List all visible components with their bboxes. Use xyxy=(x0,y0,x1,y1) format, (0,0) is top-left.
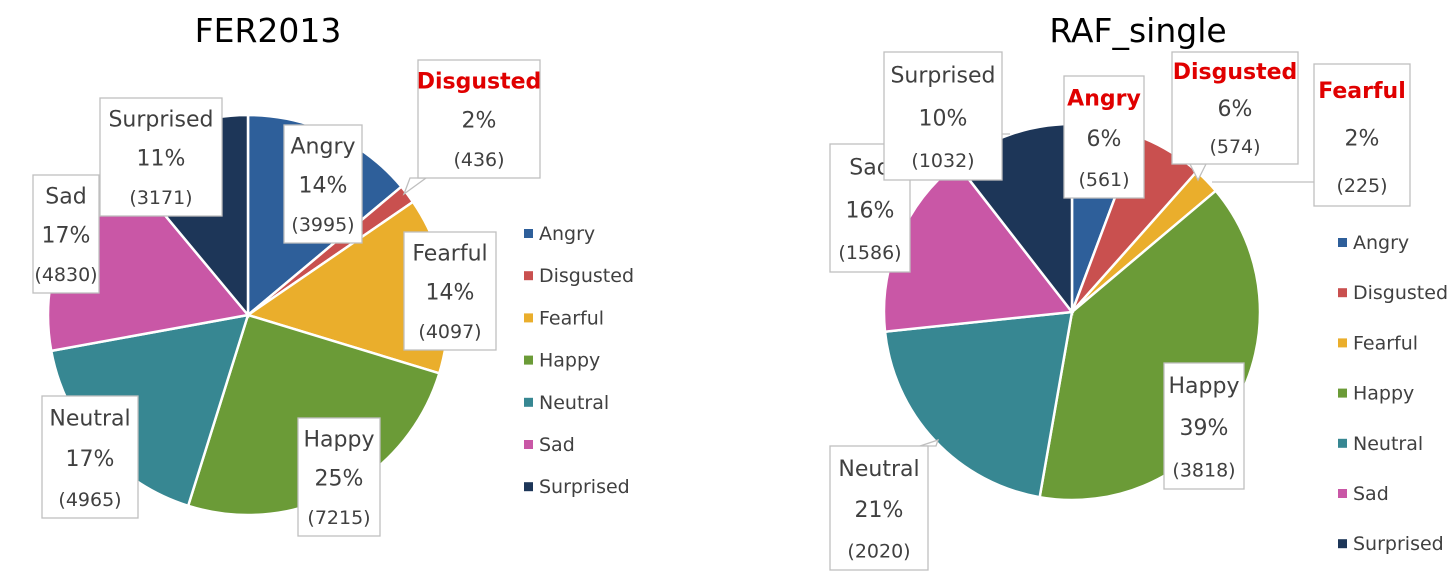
data-label-name-raf-single-fearful: Fearful xyxy=(1318,79,1406,104)
legend-swatch-raf-single-happy xyxy=(1338,388,1347,398)
data-label-count-raf-single-fearful: (225) xyxy=(1336,175,1387,197)
legend-swatch-fer2013-neutral xyxy=(524,397,533,407)
legend-label-fer2013-surprised: Surprised xyxy=(539,476,630,498)
legend-label-raf-single-happy: Happy xyxy=(1353,383,1414,405)
legend-label-raf-single-disgusted: Disgusted xyxy=(1353,282,1448,304)
legend-swatch-fer2013-fearful xyxy=(524,313,533,323)
legend-label-raf-single-angry: Angry xyxy=(1353,232,1409,254)
data-label-count-fer2013-sad: (4830) xyxy=(34,264,97,286)
callout-box-fer2013-neutral xyxy=(41,395,139,519)
chart-title-raf-single: RAF_single xyxy=(1049,11,1226,50)
data-label-count-fer2013-happy: (7215) xyxy=(307,507,370,529)
pie-chart-raf-single: Angry 6% (561) Disgusted 6% (574) Fearful 2% (22… xyxy=(829,51,1448,571)
callout-box-raf-single-angry xyxy=(1063,75,1145,199)
callout-pointer-raf-single-neutral xyxy=(919,438,940,447)
legend-swatch-raf-single-fearful xyxy=(1338,338,1347,348)
data-label-count-fer2013-fearful: (4097) xyxy=(418,321,481,343)
legend-swatch-raf-single-disgusted xyxy=(1338,288,1347,298)
data-label-name-fer2013-neutral: Neutral xyxy=(49,406,130,431)
callout-pointer-fer2013-disgusted xyxy=(402,177,428,196)
legend-label-fer2013-sad: Sad xyxy=(539,434,575,456)
callout-box-fer2013-angry xyxy=(283,124,363,244)
callout-box-raf-single-surprised xyxy=(883,51,1003,181)
legend-label-raf-single-surprised: Surprised xyxy=(1353,533,1444,555)
legend-swatch-raf-single-sad xyxy=(1338,489,1347,498)
data-label-name-raf-single-surprised: Surprised xyxy=(890,64,995,89)
data-label-percent-raf-single-surprised: 10% xyxy=(919,106,968,131)
data-label-name-fer2013-sad: Sad xyxy=(45,184,86,209)
legend-label-raf-single-neutral: Neutral xyxy=(1353,433,1423,455)
legend-label-fer2013-disgusted: Disgusted xyxy=(539,265,634,287)
legend-label-fer2013-fearful: Fearful xyxy=(539,307,604,329)
legend-swatch-fer2013-happy xyxy=(524,355,533,365)
legend-swatch-fer2013-angry xyxy=(524,229,533,238)
legend-swatch-fer2013-disgusted xyxy=(524,271,533,281)
data-label-percent-fer2013-angry: 14% xyxy=(299,174,348,199)
data-label-percent-raf-single-happy: 39% xyxy=(1180,416,1229,441)
data-label-count-raf-single-angry: (561) xyxy=(1078,169,1129,191)
data-label-count-fer2013-disgusted: (436) xyxy=(453,149,504,171)
data-label-name-raf-single-angry: Angry xyxy=(1067,86,1141,111)
data-label-name-fer2013-surprised: Surprised xyxy=(108,107,213,132)
data-label-name-raf-single-neutral: Neutral xyxy=(838,457,919,482)
legend-swatch-raf-single-angry xyxy=(1338,238,1347,247)
legend-label-fer2013-neutral: Neutral xyxy=(539,392,609,414)
callout-box-raf-single-happy xyxy=(1163,362,1245,490)
legend-swatch-fer2013-sad xyxy=(524,440,533,449)
data-label-percent-raf-single-disgusted: 6% xyxy=(1218,97,1253,122)
data-label-name-fer2013-angry: Angry xyxy=(290,134,355,159)
pie-chart-fer2013: Angry 14% (3995) Disgusted 2% (436) Fearful 14%… xyxy=(32,59,634,537)
callout-box-fer2013-disgusted xyxy=(417,59,541,179)
legend-label-raf-single-fearful: Fearful xyxy=(1353,332,1418,354)
data-label-count-fer2013-angry: (3995) xyxy=(291,214,354,236)
callout-box-fer2013-sad xyxy=(32,174,100,294)
data-label-name-fer2013-happy: Happy xyxy=(304,427,375,452)
data-label-percent-fer2013-surprised: 11% xyxy=(137,147,186,172)
callout-box-fer2013-surprised xyxy=(99,97,223,217)
data-label-count-fer2013-neutral: (4965) xyxy=(58,489,121,511)
data-label-percent-fer2013-sad: 17% xyxy=(42,224,91,249)
legend-swatch-fer2013-surprised xyxy=(524,482,533,492)
legend-swatch-raf-single-neutral xyxy=(1338,438,1347,448)
data-label-name-fer2013-disgusted: Disgusted xyxy=(417,69,542,94)
data-label-percent-fer2013-neutral: 17% xyxy=(66,447,115,472)
data-label-percent-raf-single-sad: 16% xyxy=(846,198,895,223)
legend-swatch-raf-single-surprised xyxy=(1338,539,1347,549)
chart-title-fer2013: FER2013 xyxy=(195,11,342,50)
callout-box-fer2013-happy xyxy=(297,417,381,537)
data-label-name-raf-single-happy: Happy xyxy=(1169,374,1240,399)
data-label-percent-raf-single-angry: 6% xyxy=(1087,127,1122,152)
data-label-percent-fer2013-disgusted: 2% xyxy=(462,109,497,134)
data-label-count-raf-single-disgusted: (574) xyxy=(1209,136,1260,158)
legend-label-raf-single-sad: Sad xyxy=(1353,483,1389,505)
legend-label-fer2013-happy: Happy xyxy=(539,350,600,372)
data-label-count-raf-single-sad: (1586) xyxy=(838,242,901,264)
legend-label-fer2013-angry: Angry xyxy=(539,223,595,245)
callout-box-raf-single-disgusted xyxy=(1171,51,1299,165)
data-label-percent-raf-single-fearful: 2% xyxy=(1345,126,1380,151)
data-label-percent-fer2013-happy: 25% xyxy=(315,467,364,492)
callout-box-fer2013-fearful xyxy=(403,231,497,351)
callout-box-raf-single-neutral xyxy=(829,445,929,571)
callout-box-raf-single-fearful xyxy=(1313,63,1411,207)
data-label-count-raf-single-happy: (3818) xyxy=(1172,459,1235,481)
data-label-percent-fer2013-fearful: 14% xyxy=(426,281,475,306)
data-label-percent-raf-single-neutral: 21% xyxy=(855,498,904,523)
data-label-name-fer2013-fearful: Fearful xyxy=(412,241,487,266)
pie-slice-raf-single-neutral xyxy=(883,310,1074,499)
data-label-name-raf-single-disgusted: Disgusted xyxy=(1173,60,1298,85)
data-label-count-raf-single-surprised: (1032) xyxy=(911,150,974,172)
data-label-count-fer2013-surprised: (3171) xyxy=(129,187,192,209)
data-label-count-raf-single-neutral: (2020) xyxy=(847,541,910,563)
